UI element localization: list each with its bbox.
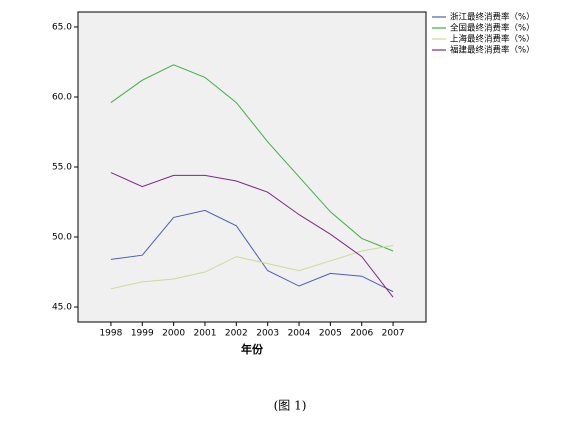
x-tick-label: 2003 bbox=[256, 329, 279, 339]
x-tick-label: 2004 bbox=[288, 329, 311, 339]
y-tick-label: 50.0 bbox=[52, 233, 72, 243]
x-tick-label: 2006 bbox=[350, 329, 373, 339]
caption: (图 1) bbox=[274, 399, 307, 413]
y-tick-label: 45.0 bbox=[52, 303, 72, 313]
y-tick-label: 60.0 bbox=[52, 92, 72, 102]
y-tick-label: 55.0 bbox=[52, 163, 72, 173]
x-tick-label: 2001 bbox=[194, 329, 217, 339]
x-tick-label: 2007 bbox=[382, 329, 405, 339]
legend-label: 福建最终消费率（%） bbox=[450, 45, 535, 56]
legend-label: 浙江最终消费率（%） bbox=[450, 12, 535, 23]
x-tick-label: 2002 bbox=[225, 329, 248, 339]
x-tick-label: 2000 bbox=[162, 329, 185, 339]
series-line bbox=[110, 209, 394, 293]
y-tick-label: 65.0 bbox=[52, 22, 72, 32]
legend-label: 上海最终消费率（%） bbox=[450, 34, 535, 45]
series-line bbox=[110, 64, 394, 252]
x-tick-label: 2005 bbox=[319, 329, 342, 339]
plot-area bbox=[77, 11, 427, 323]
x-tick-label: 1998 bbox=[99, 329, 122, 339]
x-tick-label: 1999 bbox=[131, 329, 154, 339]
legend-label: 全国最终消费率（%） bbox=[450, 23, 535, 34]
series-line bbox=[110, 244, 394, 290]
series-line bbox=[110, 172, 394, 298]
x-axis-label: 年份 bbox=[241, 342, 264, 356]
